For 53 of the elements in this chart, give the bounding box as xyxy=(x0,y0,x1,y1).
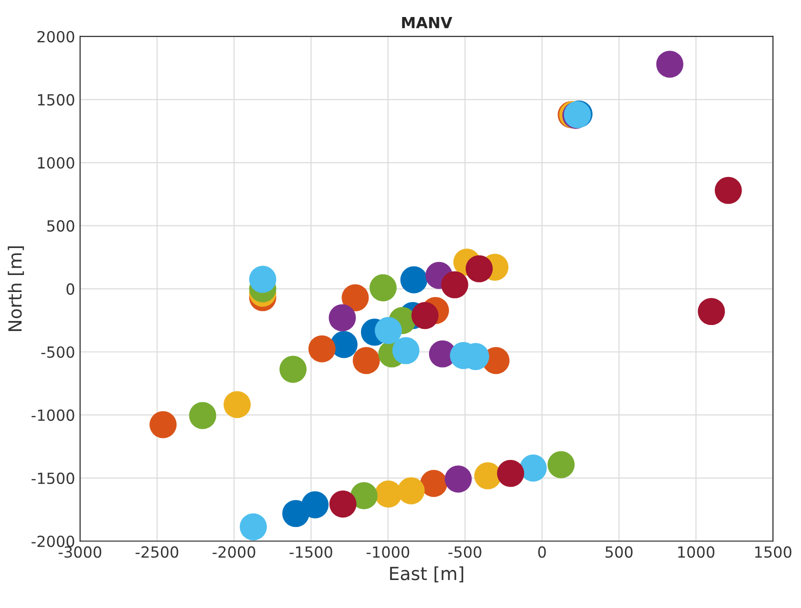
point xyxy=(374,317,402,344)
y-tick-label: 500 xyxy=(47,220,74,232)
point xyxy=(302,491,329,518)
x-tick-label: -3000 xyxy=(58,546,102,558)
x-tick-label: 1500 xyxy=(755,546,792,558)
x-tick-label: -2500 xyxy=(136,546,178,558)
point xyxy=(520,454,547,482)
y-axis-title: North [m] xyxy=(8,246,24,331)
y-tick-label: -1500 xyxy=(32,472,74,484)
point xyxy=(656,50,684,78)
point xyxy=(398,477,425,504)
point xyxy=(280,356,307,383)
y-tick-label: -500 xyxy=(41,346,74,358)
point xyxy=(352,347,380,374)
point xyxy=(329,490,356,518)
point xyxy=(466,255,493,282)
point xyxy=(444,466,472,493)
point xyxy=(150,411,177,438)
point xyxy=(189,402,216,430)
point xyxy=(474,462,502,490)
point xyxy=(370,274,397,302)
point xyxy=(330,331,358,358)
point xyxy=(400,266,428,294)
point xyxy=(224,391,251,418)
point xyxy=(548,451,575,478)
point xyxy=(411,302,439,330)
point xyxy=(308,335,336,362)
y-tick-label: -2000 xyxy=(32,536,74,548)
point xyxy=(420,470,448,497)
y-tick-label: 0 xyxy=(66,283,74,295)
point xyxy=(714,176,742,204)
y-tick-label: 1000 xyxy=(38,157,74,169)
point xyxy=(240,513,267,540)
y-tick-label: 2000 xyxy=(37,30,74,42)
y-tick-label: -1000 xyxy=(32,409,74,421)
point xyxy=(698,298,725,326)
y-tick-label: 1500 xyxy=(38,94,74,106)
chart-title: MANV xyxy=(402,17,452,28)
x-axis-title: East [m] xyxy=(390,566,464,582)
point xyxy=(392,337,420,364)
point xyxy=(249,266,276,293)
x-tick-label: 1000 xyxy=(678,546,714,558)
point xyxy=(342,284,369,312)
x-tick-label: -2000 xyxy=(212,546,256,558)
x-tick-label: 0 xyxy=(538,546,546,558)
point xyxy=(328,304,356,332)
x-tick-label: 500 xyxy=(606,546,633,558)
x-tick-label: -500 xyxy=(448,546,482,558)
x-tick-label: -1500 xyxy=(290,546,332,558)
point xyxy=(441,271,468,298)
point xyxy=(350,482,378,510)
point xyxy=(497,460,524,487)
x-tick-label: -1000 xyxy=(366,546,410,558)
